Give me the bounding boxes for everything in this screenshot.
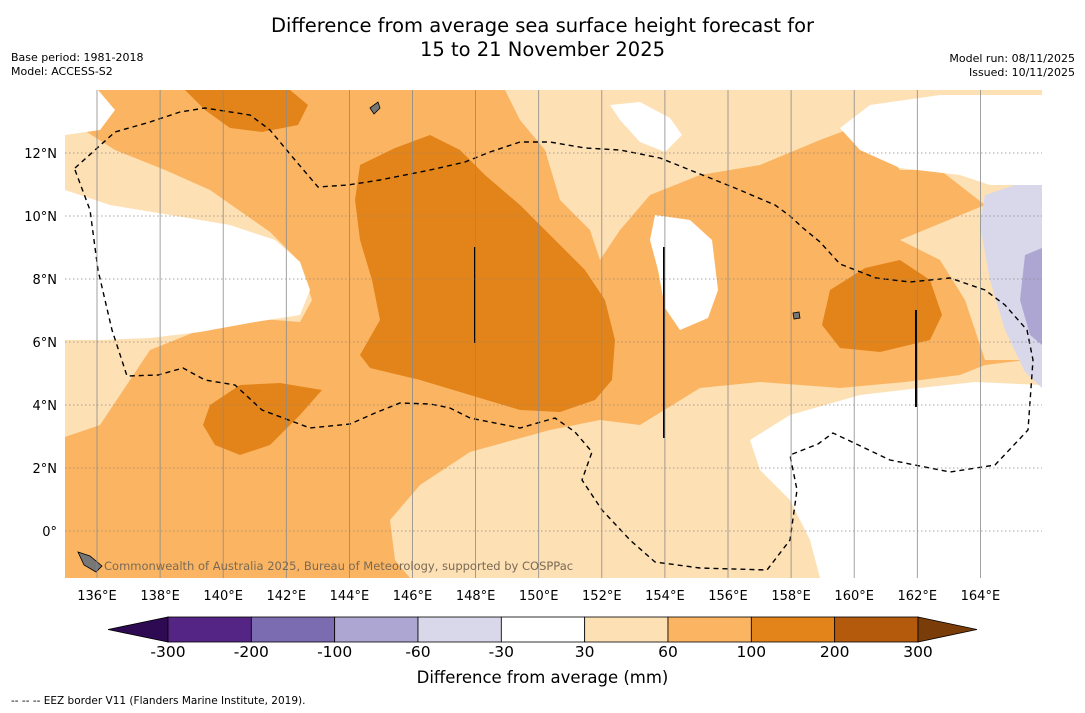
model-name: Model: ACCESS-S2 xyxy=(11,65,113,78)
colorbar-tick-label: -60 xyxy=(405,643,431,661)
meta-right: Model run: 08/11/2025 Issued: 10/11/2025 xyxy=(949,52,1075,80)
lon-tick-label: 150°E xyxy=(519,589,559,604)
gridlines xyxy=(65,90,1042,578)
lon-tick-label: 146°E xyxy=(393,589,433,604)
lon-tick-label: 160°E xyxy=(834,589,874,604)
lon-tick-label: 142°E xyxy=(267,589,307,604)
lat-tick-label: 4°N xyxy=(33,399,58,414)
lon-tick-label: 162°E xyxy=(898,589,938,604)
lon-tick-label: 158°E xyxy=(771,589,811,604)
map-area: Commonwealth of Australia 2025, Bureau o… xyxy=(65,90,1042,578)
band-100-200-east xyxy=(822,260,942,352)
lat-tick-label: 10°N xyxy=(24,210,57,225)
lon-tick-label: 152°E xyxy=(582,589,622,604)
colorbar-tick-label: -100 xyxy=(317,643,353,661)
island-guam xyxy=(369,101,381,115)
colorbar-bin xyxy=(417,616,502,643)
colorbar-bin xyxy=(334,616,419,643)
map-title: Difference from average sea surface heig… xyxy=(0,14,1085,62)
lat-tick-label: 0° xyxy=(42,525,57,540)
colorbar-bin xyxy=(750,616,836,643)
colorbar-over-extension xyxy=(917,616,978,643)
colorbar-bin xyxy=(167,616,252,643)
colorbar-bin xyxy=(584,616,669,643)
title-line-1: Difference from average sea surface heig… xyxy=(270,14,815,37)
credit-text: Commonwealth of Australia 2025, Bureau o… xyxy=(104,559,573,573)
colorbar-bin xyxy=(250,616,336,643)
eez-border-fsm xyxy=(74,107,1034,571)
colorbar-tick-label: 300 xyxy=(903,643,933,661)
lon-tick-label: 138°E xyxy=(140,589,180,604)
latitude-labels: 12°N 10°N 8°N 6°N 4°N 2°N 0° xyxy=(24,147,57,540)
colorbar-tick-label: -30 xyxy=(488,643,514,661)
lon-tick-label: 136°E xyxy=(77,589,117,604)
colorbar-tick-label: -300 xyxy=(150,643,186,661)
colorbar xyxy=(107,616,978,643)
band-near-zero-northeast xyxy=(840,95,1042,185)
lon-tick-label: 156°E xyxy=(708,589,748,604)
lon-tick-label: 154°E xyxy=(645,589,685,604)
base-period: Base period: 1981-2018 xyxy=(11,51,144,64)
model-run: Model run: 08/11/2025 xyxy=(949,52,1075,65)
band-100-200-central xyxy=(355,135,615,412)
colorbar-tick-label: 200 xyxy=(819,643,850,661)
lat-tick-label: 6°N xyxy=(33,336,58,351)
island-palau xyxy=(77,551,103,573)
colorbar-tick-label: 30 xyxy=(574,643,595,661)
colorbar-under-extension xyxy=(107,616,169,643)
lon-tick-label: 144°E xyxy=(330,589,370,604)
lat-tick-label: 2°N xyxy=(33,462,58,477)
band-near-zero-nw-corner xyxy=(65,90,115,135)
colorbar-title: Difference from average (mm) xyxy=(416,668,669,687)
island-pohnpei xyxy=(792,311,801,320)
colorbar-bin xyxy=(667,616,752,643)
band-near-zero-north xyxy=(610,102,682,152)
band-minus-60-east xyxy=(980,185,1042,388)
lon-tick-label: 148°E xyxy=(456,589,496,604)
band-near-zero-southeast xyxy=(750,382,1042,578)
band-100-200-southwest xyxy=(203,383,322,455)
band-near-zero-central xyxy=(650,215,718,330)
eez-legend-footer: -- -- -- EEZ border V11 (Flanders Marine… xyxy=(11,695,306,707)
title-line-2: 15 to 21 November 2025 xyxy=(419,38,666,61)
lat-tick-label: 8°N xyxy=(33,273,58,288)
lon-tick-label: 140°E xyxy=(203,589,243,604)
meta-left: Base period: 1981-2018 Model: ACCESS-S2 xyxy=(11,51,143,79)
lat-tick-label: 12°N xyxy=(24,147,57,162)
lon-tick-label: 164°E xyxy=(961,589,1001,604)
colorbar-tick-label: -200 xyxy=(233,643,269,661)
colorbar-bin xyxy=(500,616,586,643)
band-100-200-north xyxy=(185,90,308,132)
band-minus-100-east xyxy=(1020,248,1042,345)
issued-date: Issued: 10/11/2025 xyxy=(968,66,1075,79)
colorbar-bin xyxy=(834,616,919,643)
band-near-zero-west xyxy=(65,190,310,340)
longitude-labels: 136°E 138°E 140°E 142°E 144°E 146°E 148°E 150°E… xyxy=(77,589,1000,604)
colorbar-tick-label: 60 xyxy=(658,643,678,661)
colorbar-tick-label: 100 xyxy=(736,643,767,661)
